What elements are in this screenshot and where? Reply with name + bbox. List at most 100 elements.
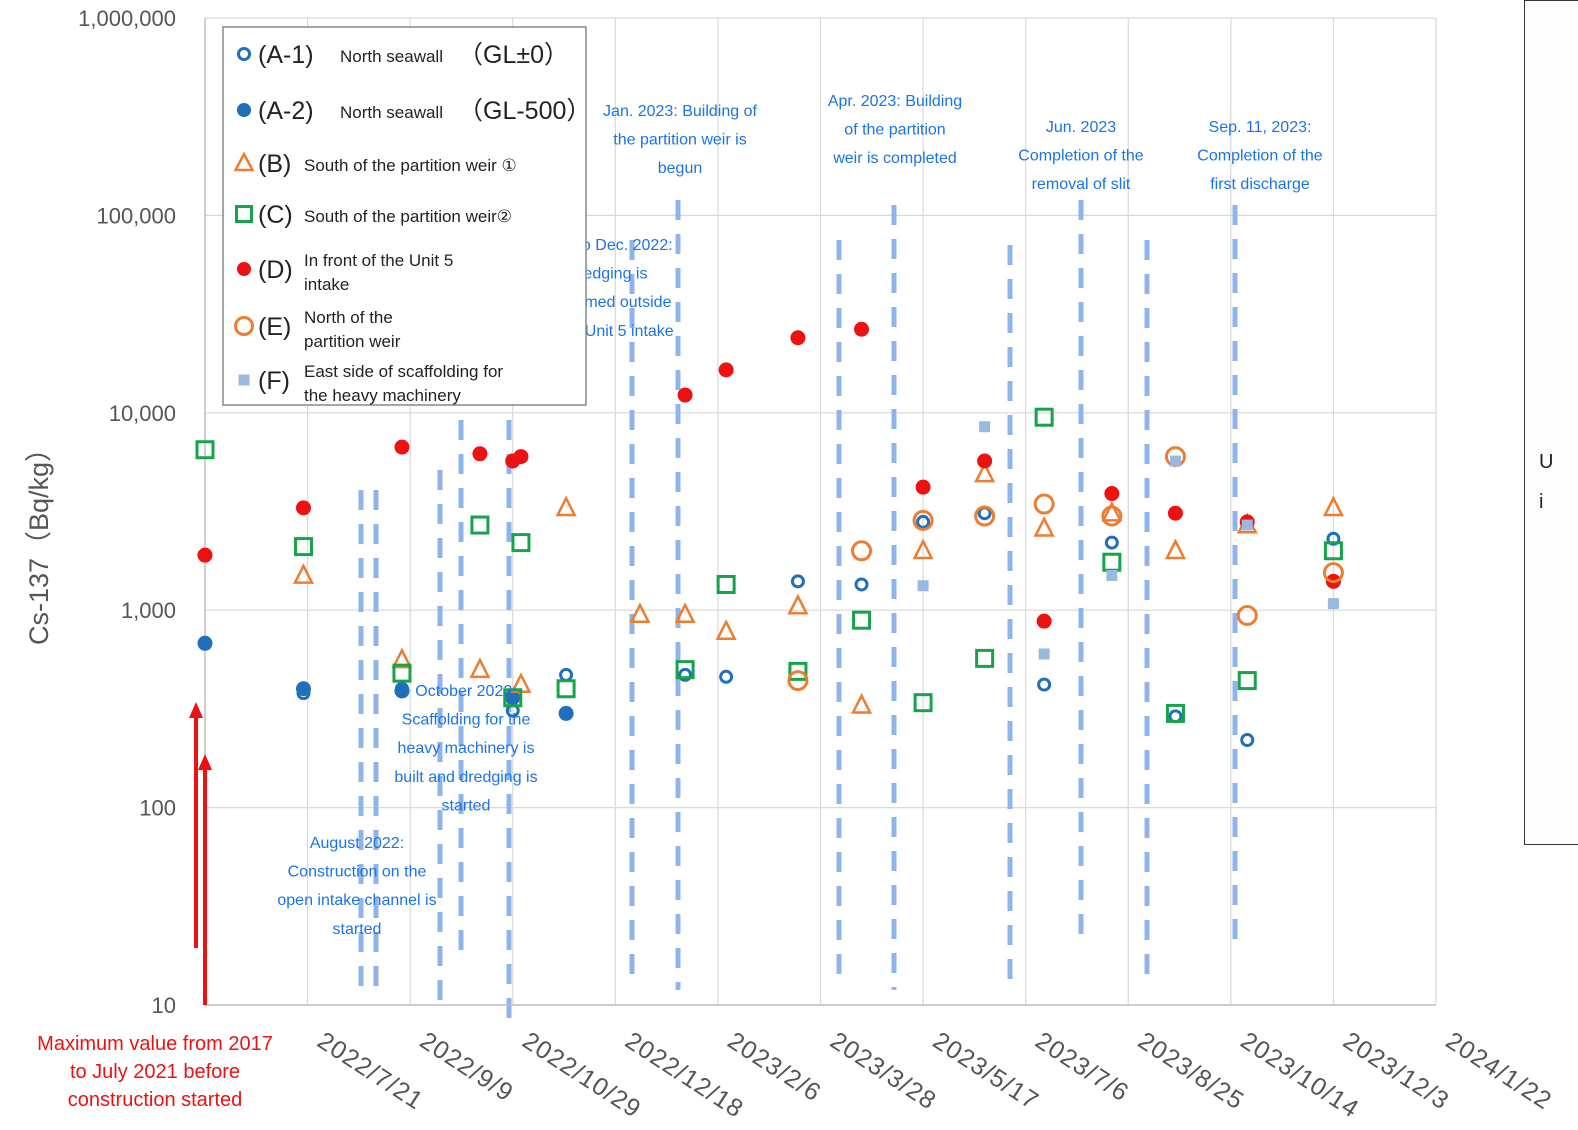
point-a-1 bbox=[559, 667, 574, 682]
point-c bbox=[1102, 552, 1122, 572]
point-a-2 bbox=[197, 635, 213, 651]
point-b bbox=[469, 657, 491, 679]
legend-label: South of the partition weir ① bbox=[304, 156, 517, 175]
point-a-1 bbox=[1104, 535, 1119, 550]
point-a-1 bbox=[1037, 677, 1052, 692]
legend: (A-1) North seawall （GL±0） (A-2) North seawa… bbox=[222, 26, 591, 406]
point-c bbox=[195, 440, 215, 460]
x-tick-labels: 2022/7/212022/9/92022/10/292022/12/18202… bbox=[312, 1027, 1556, 1124]
point-c bbox=[1165, 703, 1185, 723]
point-c bbox=[293, 537, 313, 557]
event-dashed-lines bbox=[358, 200, 1238, 1025]
legend-box bbox=[222, 26, 587, 406]
point-b bbox=[674, 602, 696, 624]
point-c bbox=[1323, 541, 1343, 561]
y-tick-label: 10,000 bbox=[109, 401, 176, 426]
point-d bbox=[977, 453, 993, 469]
point-a-1 bbox=[854, 577, 869, 592]
legend-code: (F) bbox=[258, 367, 290, 395]
point-e bbox=[912, 509, 934, 531]
x-tick-label: 2023/5/17 bbox=[928, 1027, 1044, 1116]
point-b bbox=[974, 461, 996, 483]
point-b bbox=[1322, 495, 1344, 517]
point-d bbox=[915, 479, 931, 495]
point-f bbox=[1327, 598, 1339, 610]
legend-label: North seawall bbox=[340, 103, 443, 122]
point-d bbox=[790, 330, 806, 346]
legend-label: North of the partition weir bbox=[304, 308, 401, 351]
point-b bbox=[1164, 538, 1186, 560]
bracket-note-text: Maximum value from 2017 to July 2021 befo… bbox=[37, 1033, 273, 1111]
point-d bbox=[677, 387, 693, 403]
point-c bbox=[503, 688, 523, 708]
point-d bbox=[854, 321, 870, 337]
point-d bbox=[1167, 505, 1183, 521]
point-b bbox=[851, 692, 873, 714]
point-d bbox=[394, 439, 410, 455]
point-b bbox=[391, 647, 413, 669]
legend-marker-f bbox=[238, 374, 250, 386]
point-e bbox=[1101, 505, 1123, 527]
point-a-1 bbox=[1326, 531, 1341, 546]
point-e bbox=[974, 505, 996, 527]
x-tick-label: 2023/8/25 bbox=[1133, 1027, 1249, 1116]
point-c bbox=[975, 648, 995, 668]
legend-marker-b bbox=[233, 151, 255, 172]
x-tick-label: 2024/1/22 bbox=[1441, 1027, 1557, 1116]
x-tick-label: 2022/9/9 bbox=[415, 1027, 519, 1108]
point-d bbox=[197, 547, 213, 563]
point-c bbox=[1034, 407, 1054, 427]
point-a-2 bbox=[295, 681, 311, 697]
legend-marker-e bbox=[234, 316, 254, 336]
max-value-arrows bbox=[189, 702, 212, 1005]
point-a-1 bbox=[719, 669, 734, 684]
legend-suffix: （GL-500） bbox=[458, 97, 591, 125]
x-tick-label: 2022/7/21 bbox=[312, 1027, 428, 1116]
point-b bbox=[1033, 515, 1055, 537]
event-annotation: Jun. 2023 Completion of the removal of sli… bbox=[1018, 119, 1144, 193]
legend-marker-a-1 bbox=[237, 47, 251, 61]
legend-code: (C) bbox=[258, 201, 293, 229]
point-e bbox=[1033, 493, 1055, 515]
legend-code: (D) bbox=[258, 256, 293, 284]
x-tick-label: 2023/7/6 bbox=[1030, 1027, 1134, 1108]
point-d bbox=[1036, 613, 1052, 629]
point-a-1 bbox=[678, 667, 693, 682]
point-f bbox=[1169, 455, 1181, 467]
y-tick-label: 10 bbox=[152, 993, 176, 1018]
point-c bbox=[556, 679, 576, 699]
point-b bbox=[555, 495, 577, 517]
point-d bbox=[505, 453, 521, 469]
map-label-fragment: U bbox=[1539, 451, 1554, 473]
point-b bbox=[787, 593, 809, 615]
point-c bbox=[788, 661, 808, 681]
legend-code: (E) bbox=[258, 313, 291, 341]
legend-code: (A-1) bbox=[258, 41, 314, 69]
point-b bbox=[629, 602, 651, 624]
point-f bbox=[917, 580, 929, 592]
point-f bbox=[1038, 648, 1050, 660]
legend-code: (A-2) bbox=[258, 97, 314, 125]
y-tick-label: 1,000,000 bbox=[78, 6, 176, 31]
legend-label: South of the partition weir② bbox=[304, 207, 512, 226]
point-c bbox=[716, 574, 736, 594]
point-b bbox=[912, 538, 934, 560]
y-tick-label: 100,000 bbox=[96, 203, 176, 228]
arrow-head bbox=[198, 754, 212, 770]
y-axis-label: Cs-137（Bq/kg） bbox=[24, 435, 54, 645]
point-a-2 bbox=[558, 705, 574, 721]
legend-marker-a-2 bbox=[237, 103, 251, 117]
legend-marker-d bbox=[237, 262, 251, 276]
legend-code: (B) bbox=[258, 150, 291, 178]
y-tick-label: 100 bbox=[139, 796, 176, 821]
point-d bbox=[718, 362, 734, 378]
point-c bbox=[392, 663, 412, 683]
x-tick-label: 2023/3/28 bbox=[825, 1027, 941, 1116]
map-label-fragment: i bbox=[1539, 491, 1544, 513]
point-c bbox=[511, 533, 531, 553]
legend-label: North seawall bbox=[340, 47, 443, 66]
point-d bbox=[295, 500, 311, 516]
y-tick-labels: 10 100 1,000 10,000 100,000 1,000,000 bbox=[78, 6, 176, 1018]
point-b bbox=[715, 619, 737, 640]
